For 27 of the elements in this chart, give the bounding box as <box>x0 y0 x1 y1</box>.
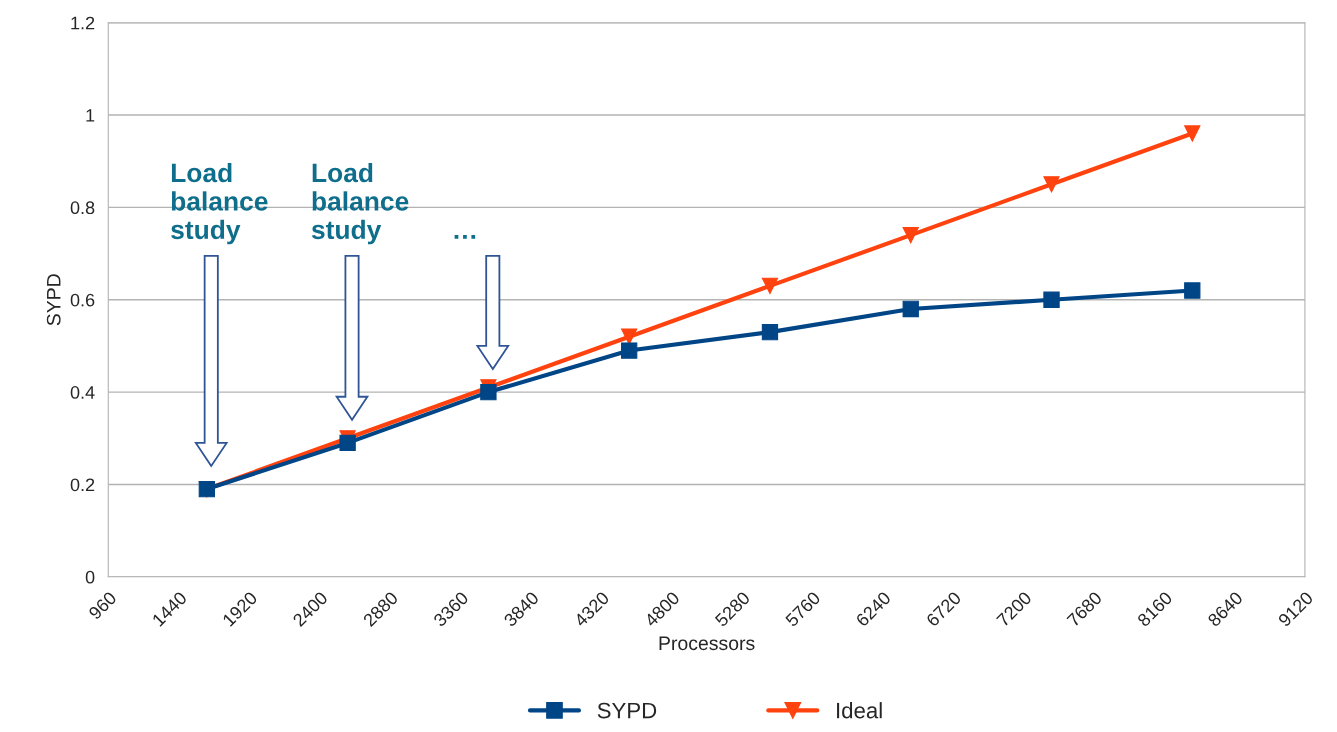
y-tick-label: 0.6 <box>70 293 95 307</box>
y-tick-label: 0.8 <box>70 201 95 215</box>
y-tick-label: 0 <box>85 570 95 584</box>
y-tick-label: 0.4 <box>70 386 95 399</box>
point <box>902 300 919 318</box>
annotation: Load balance study <box>311 162 409 245</box>
point <box>1184 282 1201 299</box>
point <box>1043 176 1060 193</box>
y-tick-label: 0.2 <box>70 478 95 492</box>
point <box>1043 291 1060 308</box>
point <box>1184 125 1201 142</box>
y-tick-label: 1.2 <box>71 16 95 30</box>
legend-label: SYPD <box>597 702 657 719</box>
point <box>761 277 779 295</box>
point <box>339 434 356 452</box>
point <box>902 226 919 244</box>
annotation: … <box>454 234 476 239</box>
y-tick-label: 1 <box>86 109 95 122</box>
x-tick-label: 960 <box>87 590 118 621</box>
x-axis-title: Processors <box>659 636 755 651</box>
point <box>621 342 638 359</box>
annotation: Load balance study <box>171 162 268 245</box>
point <box>761 323 779 341</box>
point <box>480 383 497 401</box>
legend-label: Ideal <box>837 702 882 719</box>
point <box>621 328 638 345</box>
y-axis-title: SYPD <box>46 274 61 326</box>
